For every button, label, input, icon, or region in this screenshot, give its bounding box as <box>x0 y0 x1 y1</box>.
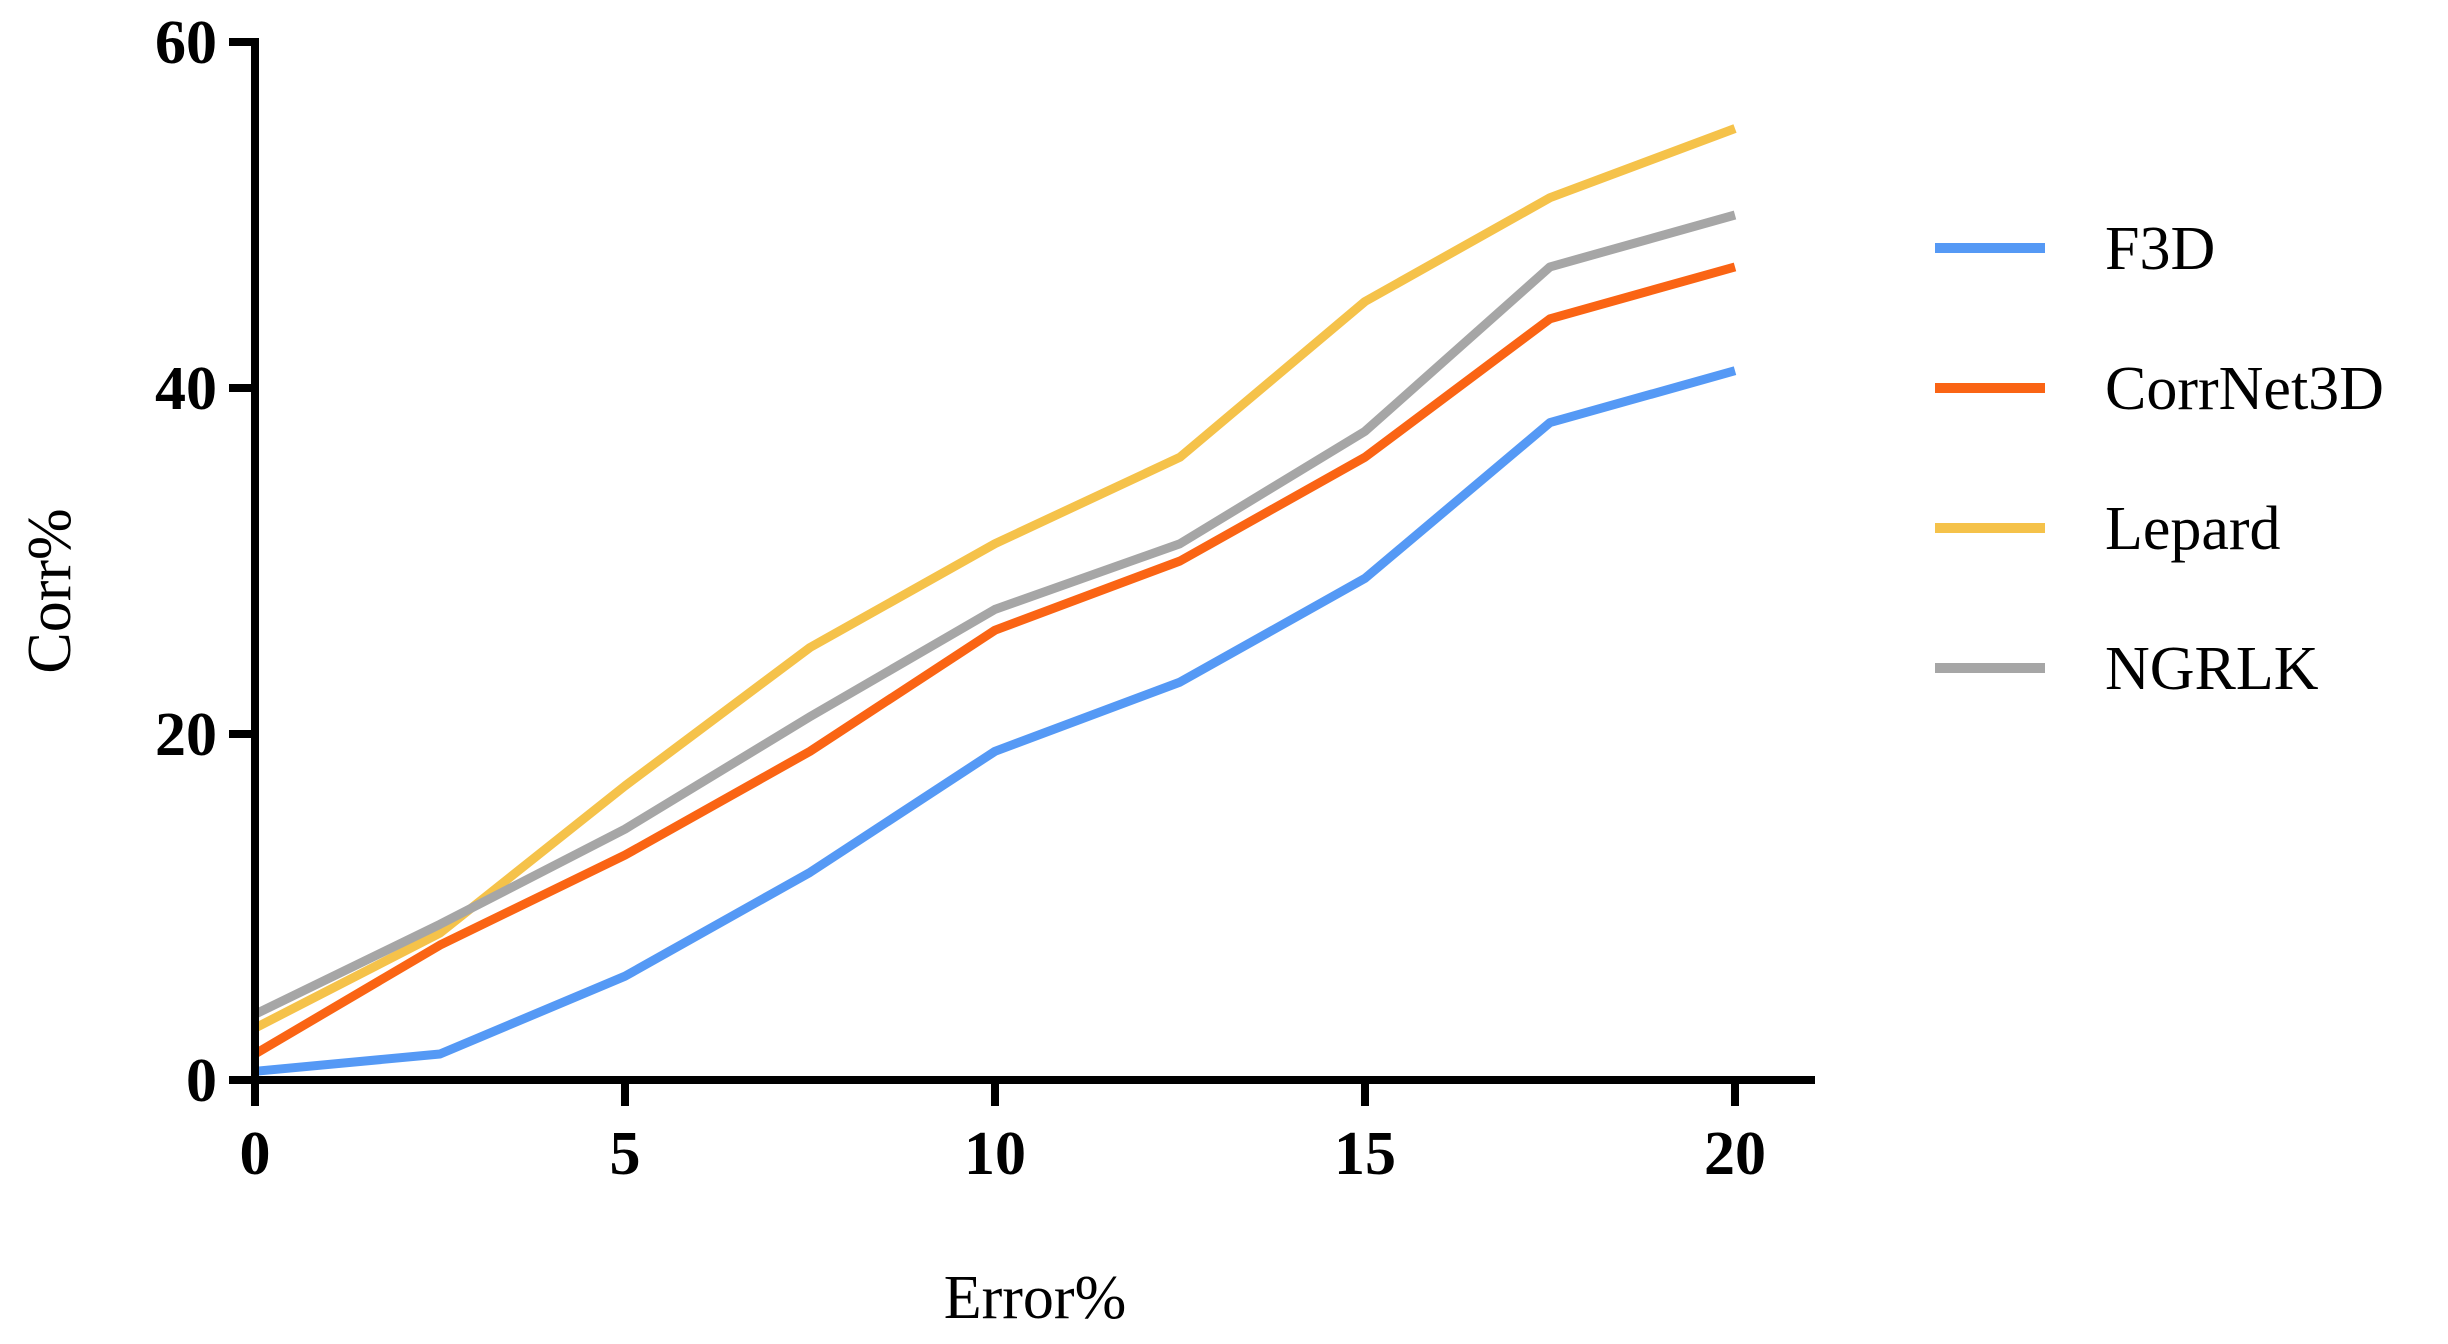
y-tick-label-40: 40 <box>155 355 217 423</box>
series-line-corrnet3d <box>252 262 1737 1058</box>
legend-label-ngrlk: NGRLK <box>2105 635 2319 703</box>
x-tick-label-15: 15 <box>1334 1120 1396 1188</box>
x-tick-label-20: 20 <box>1704 1120 1766 1188</box>
x-axis-title: Error% <box>944 1264 1126 1332</box>
y-tick-label-60: 60 <box>155 9 217 77</box>
ticks-layer: 0 20 40 60 0 5 10 15 20 <box>155 9 1766 1188</box>
legend-label-f3d: F3D <box>2105 215 2215 283</box>
axes-layer <box>251 38 1815 1084</box>
x-tick-label-0: 0 <box>240 1120 271 1188</box>
series-line-ngrlk <box>253 210 1737 1019</box>
x-tick-label-5: 5 <box>610 1120 641 1188</box>
y-tick-label-0: 0 <box>186 1047 217 1115</box>
legend: F3D CorrNet3D Lepard NGRLK <box>1935 215 2384 703</box>
legend-label-corrnet3d: CorrNet3D <box>2105 355 2384 423</box>
y-tick-label-20: 20 <box>155 701 217 769</box>
y-axis-title: Corr% <box>16 508 84 673</box>
legend-label-lepard: Lepard <box>2105 495 2281 563</box>
x-tick-label-10: 10 <box>964 1120 1026 1188</box>
series-layer <box>252 124 1737 1076</box>
series-line-lepard <box>252 124 1737 1033</box>
series-line-f3d <box>254 366 1737 1076</box>
